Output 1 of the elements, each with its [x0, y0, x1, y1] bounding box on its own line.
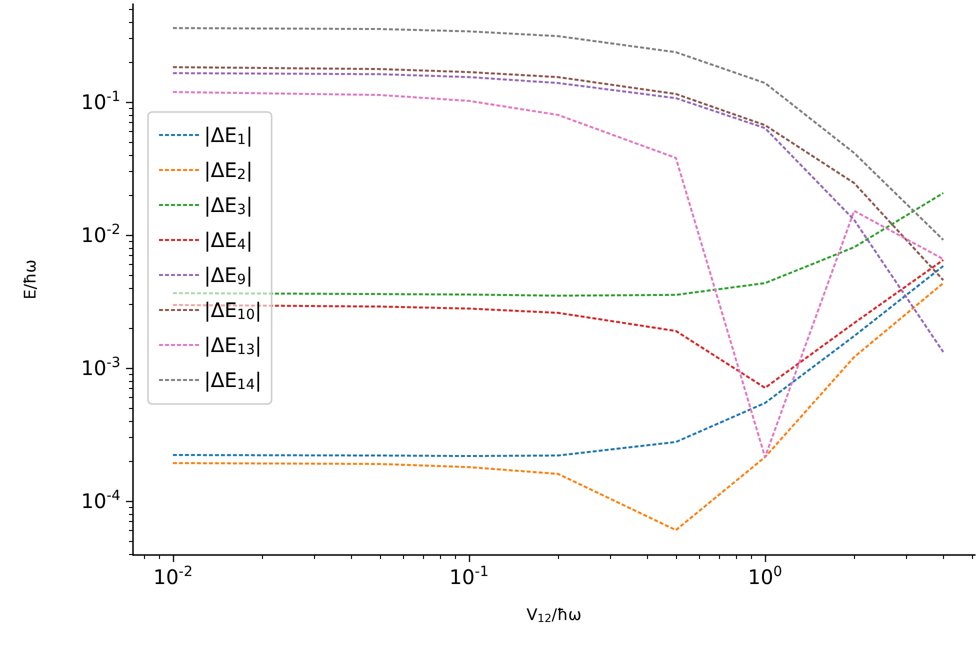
- y-axis-title: E/ħω: [20, 259, 40, 300]
